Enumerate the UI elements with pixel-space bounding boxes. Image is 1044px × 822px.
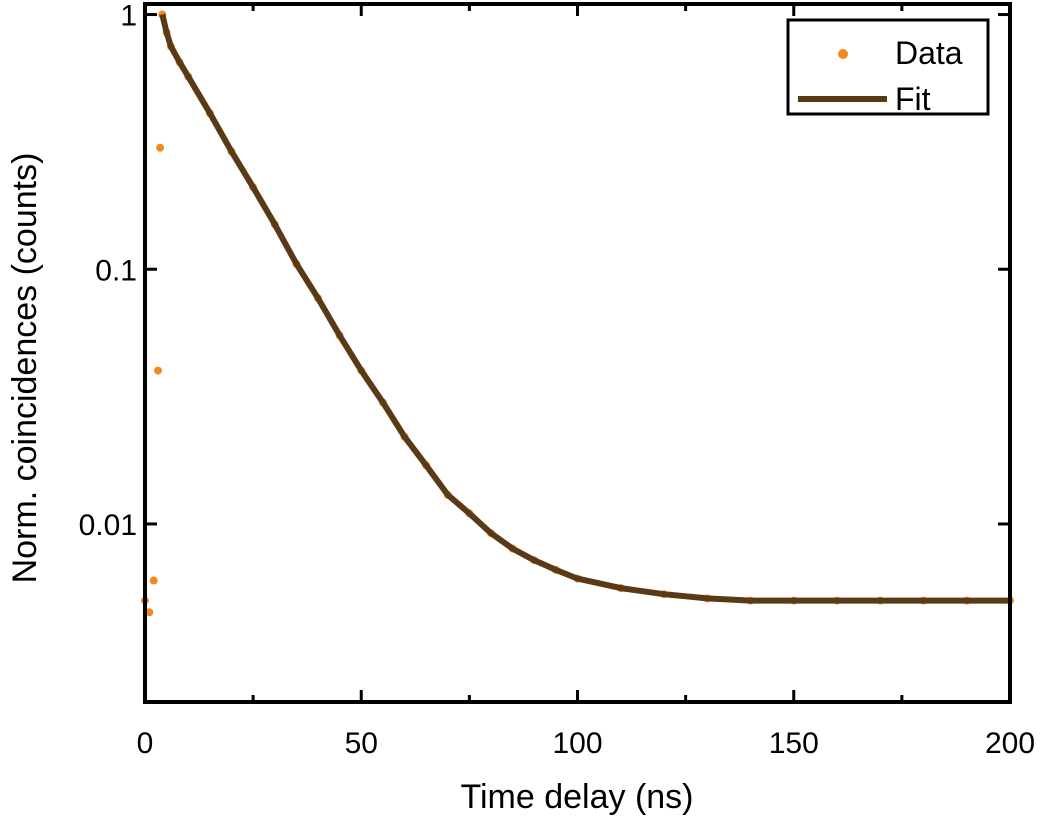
fit-layer (159, 13, 1010, 604)
y-axis-title: Norm. coincidences (counts) (6, 153, 44, 584)
y-tick-label: 0.01 (79, 509, 137, 542)
y-tick-label: 1 (120, 0, 137, 33)
data-point (154, 366, 162, 375)
x-tick-label: 200 (985, 727, 1035, 760)
data-point (145, 608, 154, 617)
x-axis-title: Time delay (ns) (460, 778, 693, 816)
legend-data-marker (838, 49, 848, 59)
x-tick-label: 100 (552, 727, 602, 760)
axis-ticks: 0 50 100 150 200 1 0.1 0.01 (79, 0, 1035, 760)
data-point (149, 576, 158, 585)
x-tick-label: 150 (769, 727, 819, 760)
x-tick-label: 50 (345, 727, 378, 760)
y-tick-label: 0.1 (95, 254, 137, 287)
legend-fit-label: Fit (895, 81, 931, 117)
fit-curve (159, 13, 1010, 604)
legend-data-label: Data (895, 35, 963, 71)
data-point (156, 143, 165, 152)
legend: Data Fit (786, 18, 990, 117)
x-tick-label: 0 (137, 727, 154, 760)
